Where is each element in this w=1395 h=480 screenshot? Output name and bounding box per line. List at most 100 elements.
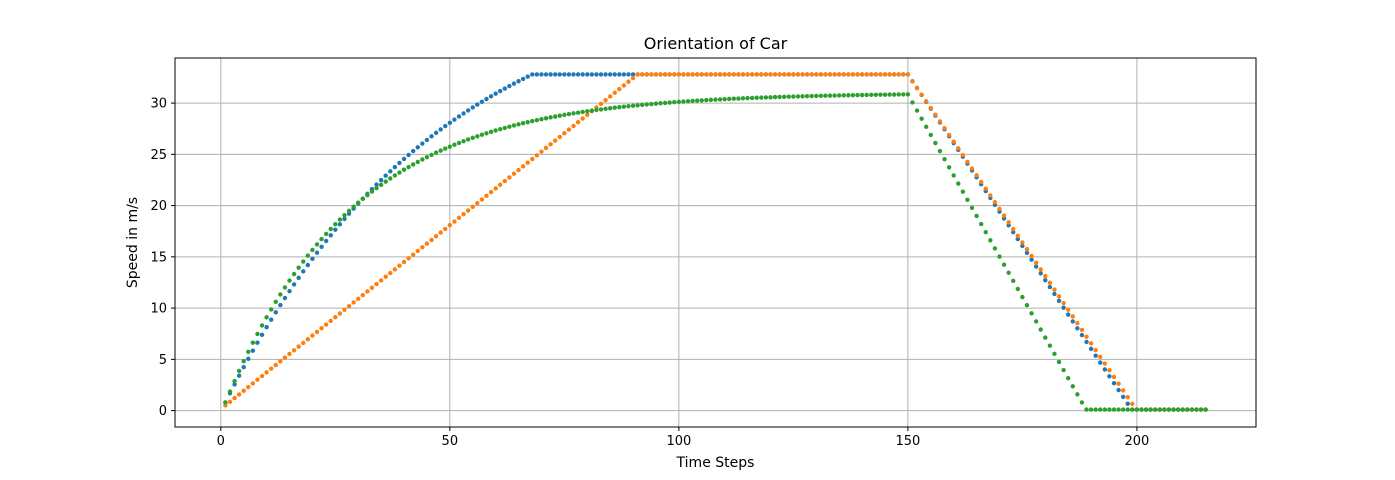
data-point bbox=[516, 79, 521, 84]
data-point bbox=[516, 167, 521, 173]
data-point bbox=[278, 302, 283, 308]
data-point bbox=[530, 156, 535, 162]
data-point bbox=[1006, 223, 1011, 228]
data-point bbox=[461, 111, 466, 116]
data-point bbox=[301, 269, 306, 274]
data-point bbox=[891, 92, 897, 97]
data-point bbox=[759, 72, 764, 77]
data-point bbox=[323, 231, 329, 237]
data-point bbox=[713, 72, 718, 77]
data-point bbox=[1093, 353, 1098, 358]
data-point bbox=[498, 126, 503, 132]
data-point bbox=[310, 256, 315, 262]
data-point bbox=[566, 127, 572, 132]
data-point bbox=[415, 159, 420, 165]
data-point bbox=[452, 142, 457, 147]
data-point bbox=[314, 250, 320, 255]
data-point bbox=[749, 95, 755, 101]
x-tick-label: 100 bbox=[666, 434, 691, 449]
data-point bbox=[397, 170, 402, 175]
data-point bbox=[983, 186, 988, 191]
data-point bbox=[250, 381, 256, 386]
data-point bbox=[1061, 300, 1066, 306]
data-point bbox=[782, 72, 787, 77]
data-point bbox=[429, 152, 434, 158]
data-point bbox=[388, 270, 393, 276]
data-point bbox=[1024, 247, 1030, 252]
data-point bbox=[1093, 347, 1098, 353]
series-3 bbox=[223, 92, 1208, 412]
data-point bbox=[548, 72, 553, 77]
data-point bbox=[1116, 407, 1121, 412]
data-point bbox=[685, 99, 691, 104]
data-point bbox=[992, 199, 998, 205]
data-point bbox=[795, 94, 801, 99]
data-point bbox=[933, 112, 938, 117]
chart-title: Orientation of Car bbox=[644, 34, 788, 53]
data-point bbox=[1011, 278, 1016, 284]
data-point bbox=[328, 233, 333, 238]
data-point bbox=[988, 193, 993, 198]
data-point bbox=[1043, 335, 1048, 340]
data-point bbox=[1194, 407, 1199, 412]
data-point bbox=[672, 100, 677, 105]
data-point bbox=[369, 285, 375, 290]
data-point bbox=[433, 150, 439, 155]
data-point bbox=[1098, 407, 1103, 412]
data-point bbox=[557, 113, 562, 118]
y-tick-label: 15 bbox=[150, 250, 167, 265]
data-point bbox=[1175, 407, 1181, 412]
data-point bbox=[644, 102, 649, 107]
data-point bbox=[928, 132, 933, 138]
data-point bbox=[378, 278, 384, 283]
data-point bbox=[465, 208, 471, 213]
data-point bbox=[937, 148, 943, 154]
data-point bbox=[690, 98, 695, 104]
data-point bbox=[763, 95, 769, 100]
data-point bbox=[612, 72, 617, 77]
data-point bbox=[392, 267, 398, 272]
data-point bbox=[1107, 368, 1112, 373]
data-point bbox=[612, 90, 617, 95]
data-point bbox=[1189, 407, 1195, 412]
data-point bbox=[905, 72, 911, 77]
data-point bbox=[836, 93, 842, 98]
data-point bbox=[1120, 388, 1126, 393]
data-point bbox=[250, 340, 256, 345]
data-point bbox=[511, 171, 517, 176]
data-point bbox=[502, 86, 507, 91]
data-point bbox=[777, 94, 782, 100]
y-tick-label: 10 bbox=[150, 302, 167, 317]
data-point bbox=[562, 112, 567, 118]
data-point bbox=[891, 72, 897, 77]
data-point bbox=[694, 72, 700, 77]
data-point bbox=[552, 138, 558, 143]
data-point bbox=[603, 106, 608, 112]
data-point bbox=[1070, 384, 1075, 389]
data-point bbox=[1107, 407, 1112, 412]
data-point bbox=[447, 144, 453, 149]
data-point bbox=[420, 157, 425, 162]
data-point bbox=[823, 72, 828, 77]
data-point bbox=[246, 356, 251, 362]
data-point bbox=[424, 137, 430, 143]
data-points bbox=[223, 72, 1208, 412]
data-point bbox=[346, 208, 352, 214]
data-point bbox=[433, 130, 439, 136]
data-point bbox=[640, 102, 645, 108]
data-point bbox=[525, 160, 530, 165]
data-point bbox=[960, 189, 966, 194]
data-point bbox=[722, 96, 727, 102]
data-point bbox=[388, 169, 393, 174]
data-point bbox=[278, 292, 283, 297]
data-point bbox=[392, 164, 398, 170]
data-point bbox=[360, 292, 365, 298]
data-point bbox=[823, 93, 828, 98]
data-point bbox=[1139, 407, 1144, 412]
data-point bbox=[291, 271, 297, 277]
data-point bbox=[621, 104, 627, 109]
data-point bbox=[273, 299, 278, 305]
data-point bbox=[424, 154, 430, 160]
data-point bbox=[882, 72, 888, 77]
data-point bbox=[658, 101, 663, 106]
